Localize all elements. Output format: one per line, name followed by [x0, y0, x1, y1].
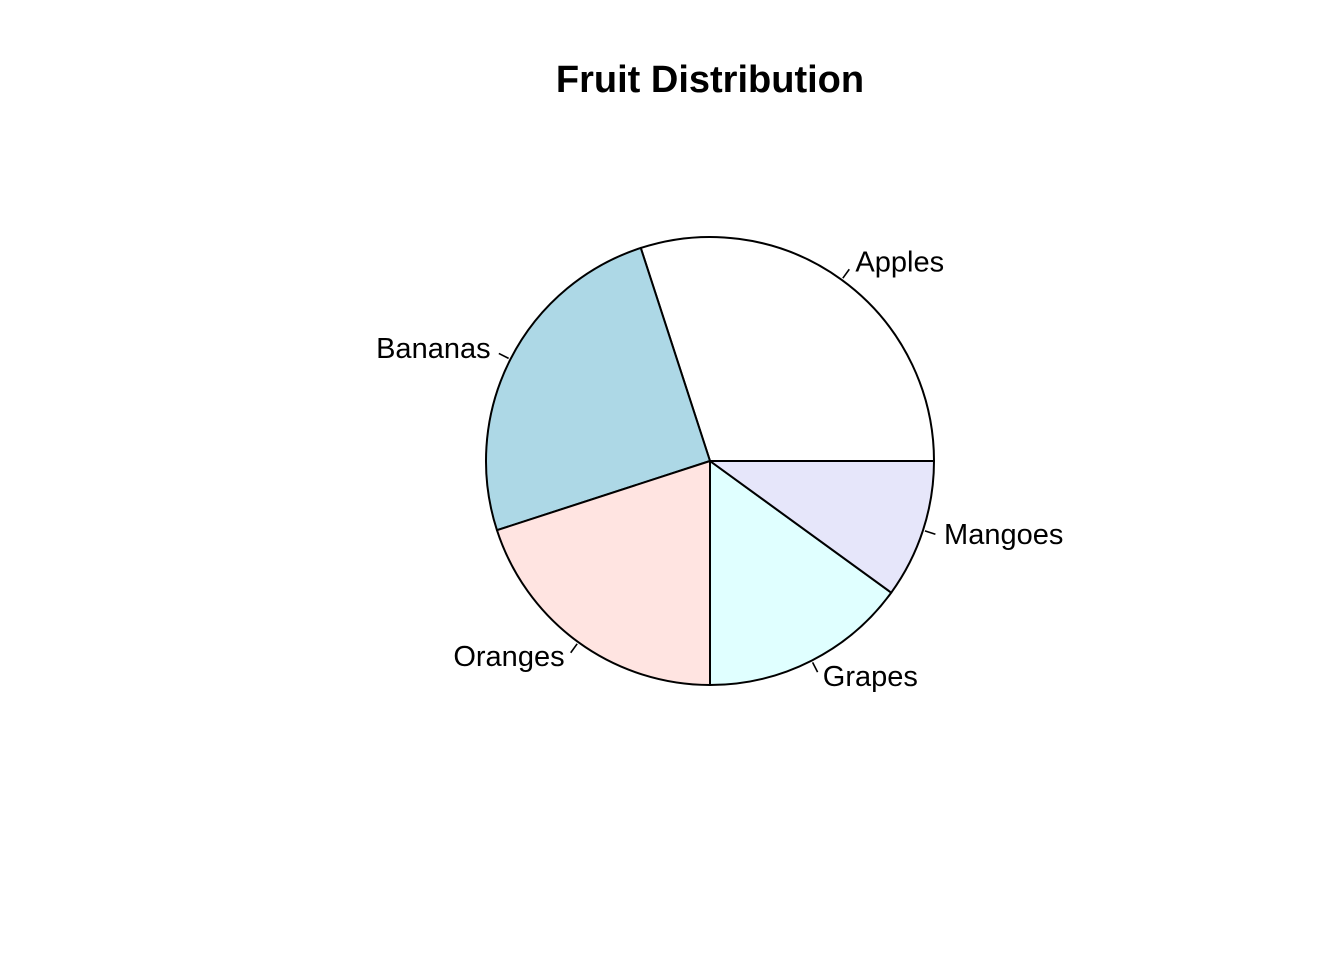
chart-title: Fruit Distribution [555, 59, 865, 101]
slice-label-mangoes: Mangoes [944, 519, 1063, 551]
label-tick-mangoes [924, 530, 936, 535]
pie-slice-apples [639, 236, 935, 462]
pie-slices [485, 236, 935, 686]
slice-label-grapes: Grapes [823, 661, 918, 693]
label-tick-grapes [811, 662, 819, 673]
pie-labels: Apples Bananas Oranges Grapes Mangoes [376, 246, 1063, 693]
pie-slice-grapes [709, 460, 893, 686]
pie-slice-mangoes [709, 460, 935, 594]
label-tick-apples [842, 268, 850, 279]
slice-label-apples: Apples [855, 246, 944, 278]
label-tick-bananas [498, 352, 509, 360]
label-tick-oranges [570, 643, 578, 654]
slice-label-bananas: Bananas [376, 333, 491, 365]
pie-slice-oranges [495, 460, 711, 686]
slice-label-oranges: Oranges [453, 641, 564, 673]
pie-slice-bananas [485, 246, 711, 532]
